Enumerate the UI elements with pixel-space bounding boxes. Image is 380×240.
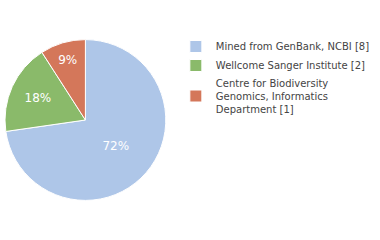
svg-text:Mined from GenBank, NCBI [8]: Mined from GenBank, NCBI [8] [216,41,369,52]
svg-text:72%: 72% [102,139,129,153]
svg-text:Wellcome Sanger Institute [2]: Wellcome Sanger Institute [2] [216,60,365,71]
svg-text:Centre for BiodiversityGenomic: Centre for BiodiversityGenomics, Informa… [216,78,329,115]
svg-text:9%: 9% [58,53,77,67]
svg-text:18%: 18% [25,91,52,105]
